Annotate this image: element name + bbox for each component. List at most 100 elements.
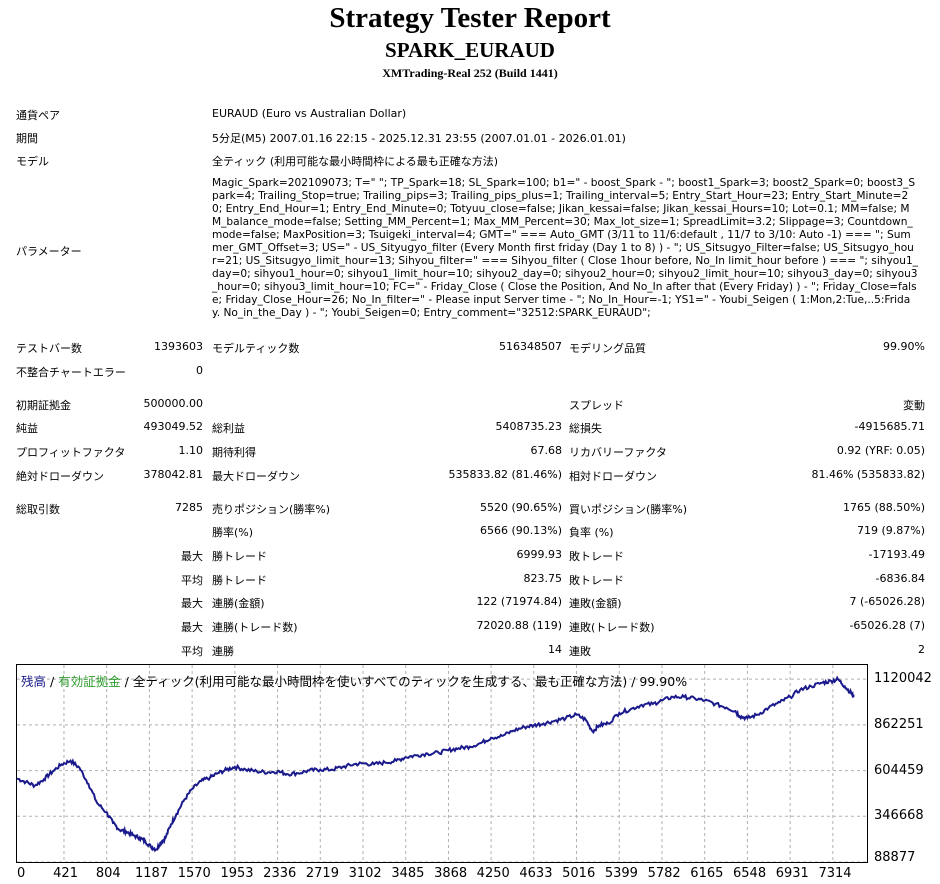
recovery-factor-value: 0.92 (YRF: 0.05): [836, 444, 925, 457]
profit-factor-value: 1.10: [178, 444, 204, 457]
y-tick-label: 1120042: [874, 671, 932, 687]
abs-drawdown-value: 378042.81: [143, 468, 204, 481]
legend-balance: 残高: [21, 674, 47, 689]
max-cons-losses-value: 7 (-65026.28): [849, 595, 925, 608]
quality-value: 99.90%: [883, 340, 925, 353]
model-value: 全ティック (利用可能な最小時間枠による最も正確な方法): [212, 155, 499, 168]
spread-value: 変動: [903, 399, 925, 412]
x-tick-label: 5399: [604, 866, 638, 881]
report-title: Strategy Tester Report: [329, 2, 611, 34]
avg-loss-label: 敗トレード: [569, 574, 624, 587]
largest-prefix: 最大: [181, 550, 203, 563]
long-positions-label: 買いポジション(勝率%): [569, 503, 688, 516]
profit-factor-label: プロフィットファクタ: [16, 446, 126, 459]
mismatch-label: 不整合チャートエラー: [16, 366, 126, 379]
balance-chart: 残高 / 有効証拠金 / 全ティック(利用可能な最小時間枠を使いすべてのティック…: [16, 664, 868, 863]
x-tick-label: 0: [17, 866, 26, 881]
y-tick-label: 346668: [874, 808, 924, 824]
recovery-factor-label: リカバリーファクタ: [569, 446, 667, 459]
largest-win-value: 6999.93: [516, 548, 563, 561]
server-name: XMTrading-Real 252 (Build 1441): [382, 66, 558, 80]
max-drawdown-label: 最大ドローダウン: [212, 470, 300, 483]
ticks-value: 516348507: [499, 340, 562, 353]
x-tick-label: 3102: [348, 866, 382, 881]
y-tick-label: 862251: [874, 716, 924, 732]
quality-label: モデリング品質: [569, 342, 646, 355]
bars-value: 1393603: [154, 340, 203, 353]
max-cons-profit-prefix: 最大: [181, 621, 203, 634]
gross-profit-label: 総利益: [212, 422, 245, 435]
largest-win-label: 勝トレード: [212, 550, 267, 563]
gross-profit-value: 5408735.23: [495, 420, 562, 433]
rel-drawdown-value: 81.46% (535833.82): [811, 468, 925, 481]
loss-rate-value: 719 (9.87%): [856, 524, 925, 537]
avg-loss-value: -6836.84: [875, 572, 925, 585]
total-trades-value: 7285: [175, 501, 203, 514]
x-tick-label: 6548: [733, 866, 767, 881]
bars-label: テストバー数: [16, 342, 82, 355]
average-prefix: 平均: [181, 574, 203, 587]
avg-cons-losses-label: 連敗: [569, 645, 591, 658]
x-tick-label: 4633: [519, 866, 553, 881]
spread-label: スプレッド: [569, 399, 624, 412]
balance-chart-plot: [17, 665, 867, 862]
params-value: Magic_Spark=202109073; T=" "; TP_Spark=1…: [212, 177, 918, 319]
x-tick-label: 6165: [690, 866, 724, 881]
x-tick-label: 3485: [391, 866, 425, 881]
deposit-value: 500000.00: [143, 397, 204, 410]
legend-separator: /: [46, 674, 59, 689]
x-tick-label: 1953: [220, 866, 254, 881]
params-label: パラメーター: [16, 245, 82, 258]
period-label: 期間: [16, 132, 38, 145]
legend-equity: 有効証拠金: [58, 674, 121, 689]
symbol-label: 通貨ペア: [16, 109, 60, 122]
max-cons-wins-label: 連勝(金額): [212, 597, 265, 610]
net-profit-value: 493049.52: [143, 420, 204, 433]
deposit-label: 初期証拠金: [16, 399, 71, 412]
symbol-value: EURAUD (Euro vs Australian Dollar): [212, 107, 407, 120]
long-positions-value: 1765 (88.50%): [842, 501, 925, 514]
expected-payoff-label: 期待利得: [212, 446, 256, 459]
x-tick-label: 2336: [263, 866, 297, 881]
ea-name: SPARK_EURAUD: [385, 38, 555, 62]
balance-line: [17, 675, 855, 853]
expected-payoff-value: 67.68: [530, 444, 563, 457]
max-drawdown-value: 535833.82 (81.46%): [448, 468, 562, 481]
x-tick-label: 2719: [305, 866, 339, 881]
x-tick-label: 7314: [818, 866, 852, 881]
y-tick-label: 88877: [874, 850, 916, 865]
x-tick-label: 3868: [434, 866, 468, 881]
max-cons-profit-value: 72020.88 (119): [476, 619, 562, 632]
max-cons-profit-label: 連勝(トレード数): [212, 621, 298, 634]
x-tick-label: 5016: [562, 866, 596, 881]
x-tick-label: 5782: [647, 866, 681, 881]
max-cons-losses-label: 連敗(金額): [569, 597, 622, 610]
max-cons-loss-value: -65026.28 (7): [849, 619, 925, 632]
win-rate-label: 勝率(%): [212, 526, 254, 539]
avg-win-value: 823.75: [523, 572, 563, 585]
largest-loss-value: -17193.49: [868, 548, 925, 561]
x-tick-label: 421: [53, 866, 78, 881]
period-value: 5分足(M5) 2007.01.16 22:15 - 2025.12.31 23…: [212, 132, 626, 145]
y-tick-label: 604459: [874, 762, 924, 778]
avg-cons-wins-label: 連勝: [212, 645, 234, 658]
max-cons-loss-label: 連敗(トレード数): [569, 621, 655, 634]
avg-cons-prefix: 平均: [181, 645, 203, 658]
chart-legend: 残高 / 有効証拠金 / 全ティック(利用可能な最小時間枠を使いすべてのティック…: [21, 671, 687, 690]
short-positions-value: 5520 (90.65%): [479, 501, 562, 514]
abs-drawdown-label: 絶対ドローダウン: [16, 470, 104, 483]
x-tick-label: 4250: [476, 866, 510, 881]
net-profit-label: 純益: [16, 422, 38, 435]
x-tick-label: 6931: [775, 866, 809, 881]
total-trades-label: 総取引数: [16, 503, 60, 516]
x-tick-label: 1570: [177, 866, 211, 881]
legend-separator: /: [120, 674, 133, 689]
max-cons-wins-value: 122 (71974.84): [476, 595, 562, 608]
x-tick-label: 1187: [135, 866, 169, 881]
gross-loss-value: -4915685.71: [854, 420, 925, 433]
short-positions-label: 売りポジション(勝率%): [212, 503, 331, 516]
x-tick-label: 804: [95, 866, 121, 881]
win-rate-value: 6566 (90.13%): [479, 524, 562, 537]
legend-model: 全ティック(利用可能な最小時間枠を使いすべてのティックを生成する、最も正確な方法…: [132, 674, 688, 689]
avg-cons-wins-value: 14: [548, 643, 562, 656]
